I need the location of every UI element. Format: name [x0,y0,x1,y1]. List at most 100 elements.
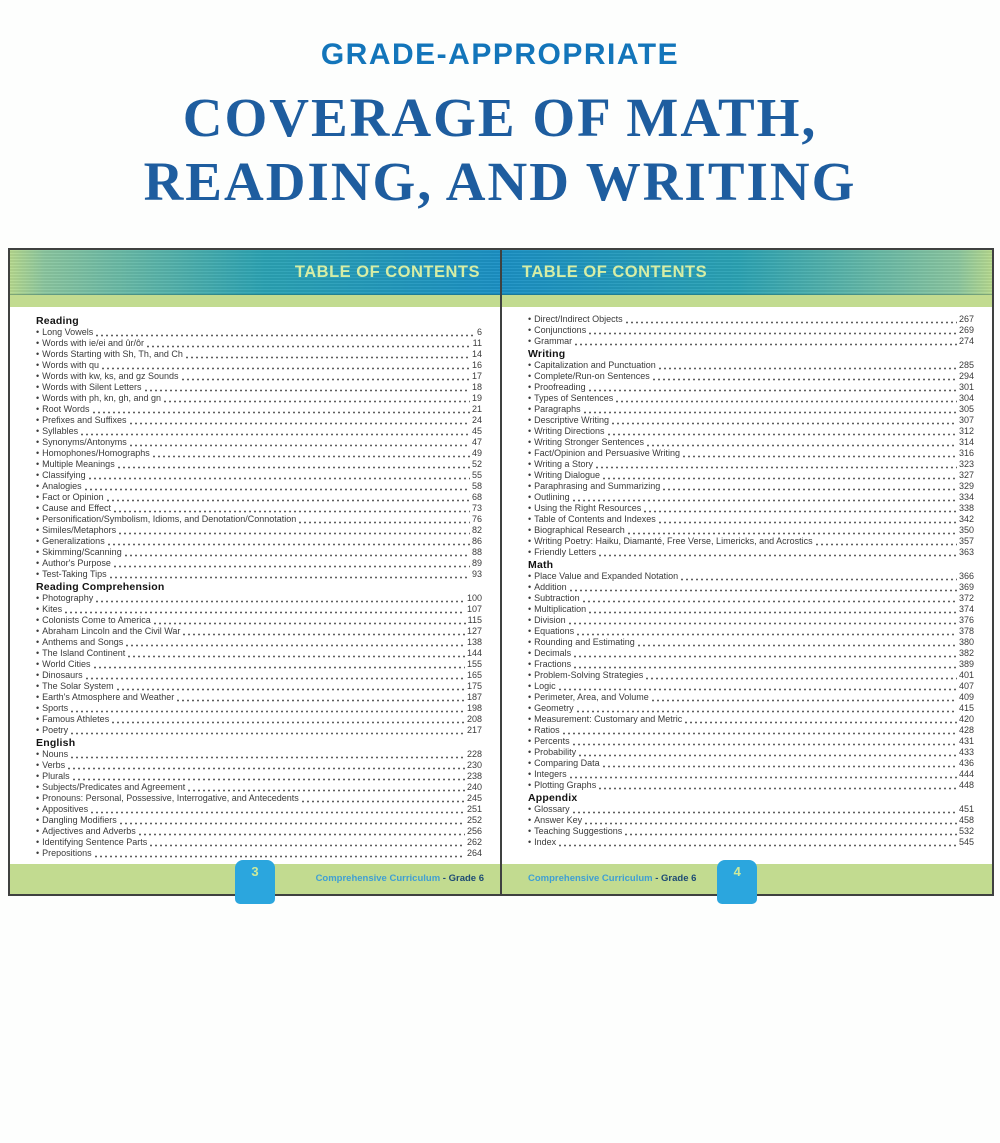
toc-entry-label: Colonists Come to America [42,615,151,625]
toc-entry: • Kites 107 [36,604,482,615]
bullet-icon: • [528,681,532,691]
dot-leader [112,720,465,724]
toc-entry: • Appositives 251 [36,804,482,815]
toc-entry-label: Earth's Atmosphere and Weather [42,692,175,702]
dot-leader [647,443,957,447]
toc-entry: • World Cities 155 [36,659,482,670]
dot-leader [129,443,470,447]
toc-entry-label: Cause and Effect [42,503,112,513]
toc-entry-label: Abraham Lincoln and the Civil War [42,626,181,636]
toc-entry-label: Photography [42,593,94,603]
section-heading: Math [528,559,554,571]
toc-entry-label: Nouns [42,749,69,759]
toc-entry-page: 327 [958,470,974,480]
heading-title-line1: COVERAGE OF MATH, [182,87,818,148]
dot-leader [616,399,957,403]
toc-entry-page: 382 [958,648,974,658]
toc-entry: • Classifying 55 [36,470,482,481]
bullet-icon: • [36,569,40,579]
toc-entry-page: 458 [958,815,974,825]
toc-entry: • Grammar 274 [528,336,974,347]
toc-entry-page: 88 [471,547,482,557]
toc-page-right: TABLE OF CONTENTS • Direct/Indirect Objec… [502,250,992,904]
toc-entry-page: 24 [471,415,482,425]
bullet-icon: • [528,514,532,524]
toc-entry-page: 407 [958,681,974,691]
toc-entry: • Probability 433 [528,747,974,758]
dot-leader [569,775,957,779]
toc-content-left: Reading • Long Vowels 6 • Words with ie/ei an… [10,307,500,864]
bullet-icon: • [528,837,532,847]
bullet-icon: • [528,470,532,480]
bullet-icon: • [36,725,40,735]
heading-kicker: GRADE-APPROPRIATE [320,38,680,71]
toc-entry: • Subtraction 372 [528,593,974,604]
bullet-icon: • [528,415,532,425]
toc-entry: • Words with ie/ei and ûr/ôr 11 [36,338,482,349]
toc-entry-label: Dinosaurs [42,670,83,680]
toc-entry: • Measurement: Customary and Metric 420 [528,714,974,725]
toc-entry-label: Table of Contents and Indexes [534,514,656,524]
toc-entry-label: Kites [42,604,63,614]
toc-entry: • Writing a Story 323 [528,459,974,470]
bullet-icon: • [528,780,532,790]
toc-entry-label: Probability [534,747,577,757]
dot-leader [109,575,470,579]
divider-strip [502,295,992,307]
toc-entry-page: 312 [958,426,974,436]
toc-entry: • Perimeter, Area, and Volume 409 [528,692,974,703]
toc-entry-label: Proofreading [534,382,586,392]
toc-entry-page: 228 [466,749,482,759]
toc-entry-page: 420 [958,714,974,724]
bullet-icon: • [36,514,40,524]
bullet-icon: • [36,393,40,403]
toc-entry: • Fractions 389 [528,659,974,670]
bullet-icon: • [36,382,40,392]
toc-entry-page: 269 [958,325,974,335]
toc-entry-label: Addition [534,582,567,592]
toc-header-title: TABLE OF CONTENTS [522,262,708,281]
section-heading: Reading Comprehension [36,581,165,593]
dot-leader [113,564,470,568]
toc-entry-page: 305 [958,404,974,414]
toc-entry-page: 274 [958,336,974,346]
toc-entry-page: 238 [466,771,482,781]
bullet-icon: • [36,360,40,370]
toc-entry-label: Writing Stronger Sentences [534,437,645,447]
toc-entry-label: Rounding and Estimating [534,637,635,647]
toc-entry-label: Dangling Modifiers [42,815,117,825]
toc-entry-page: 6 [476,327,482,337]
dot-leader [185,355,470,359]
bullet-icon: • [36,681,40,691]
dot-leader [129,421,470,425]
dot-leader [683,454,957,458]
divider-strip [10,295,500,307]
dot-leader [147,344,471,348]
toc-entry-page: 245 [466,793,482,803]
toc-entry: • Geometry 415 [528,703,974,714]
toc-entry-page: 93 [471,569,482,579]
toc-entry-page: 14 [471,349,482,359]
bullet-icon: • [36,481,40,491]
bullet-icon: • [36,648,40,658]
toc-entry: • The Island Continent 144 [36,648,482,659]
toc-entry-page: 138 [466,637,482,647]
toc-entry-page: 267 [958,314,974,324]
toc-entry-page: 86 [471,536,482,546]
dot-leader [582,599,957,603]
footer-separator: - [652,873,662,884]
bullet-icon: • [36,437,40,447]
dot-leader [589,610,957,614]
toc-entry-label: Place Value and Expanded Notation [534,571,679,581]
bullet-icon: • [528,325,532,335]
toc-entry-label: Subjects/Predicates and Agreement [42,782,186,792]
toc-entry-label: Fractions [534,659,572,669]
toc-entry-label: Analogies [42,481,82,491]
toc-entry-page: 378 [958,626,974,636]
dot-leader [658,366,957,370]
toc-entry-label: Pronouns: Personal, Possessive, Interrog… [42,793,299,803]
toc-entry-label: Classifying [42,470,86,480]
toc-entry-label: Glossary [534,804,570,814]
bullet-icon: • [528,503,532,513]
